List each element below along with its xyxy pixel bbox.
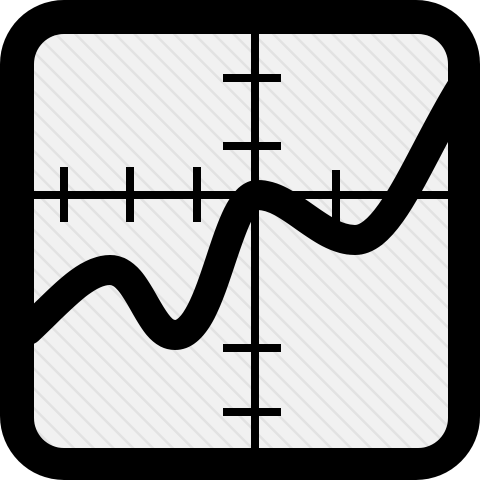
function-curve [34,75,448,350]
